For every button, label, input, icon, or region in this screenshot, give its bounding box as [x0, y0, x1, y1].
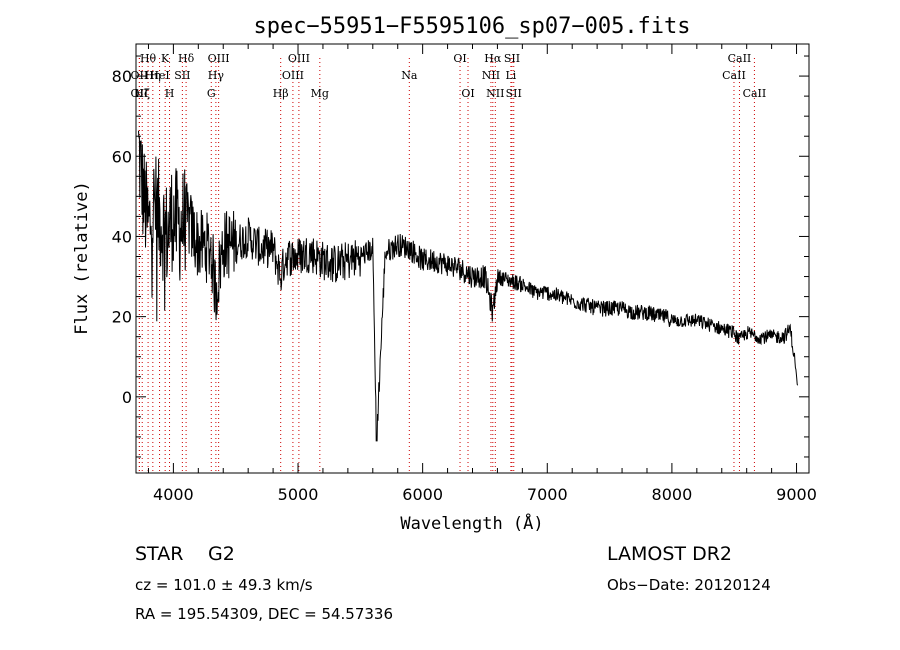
x-tick-label-9000: 9000 — [776, 485, 817, 504]
marker-label-12: G — [207, 87, 216, 100]
spectrum-series — [138, 130, 799, 442]
marker-label-11: Hγ — [208, 69, 225, 82]
survey-name: LAMOST DR2 — [607, 543, 732, 565]
y-tick-label-0: 0 — [122, 388, 132, 407]
y-tick-label-60: 60 — [112, 147, 132, 166]
marker-label-5: HeI — [149, 69, 169, 82]
marker-label-21: SII — [504, 52, 520, 65]
object-class: STAR — [135, 543, 184, 565]
x-tick-label-4000: 4000 — [153, 485, 194, 504]
x-tick-label-6000: 6000 — [402, 485, 443, 504]
marker-label-7: OII — [131, 87, 149, 100]
x-tick-label-5000: 5000 — [278, 485, 319, 504]
x-axis-label: Wavelength (Å) — [400, 512, 543, 534]
y-tick-label-20: 20 — [112, 308, 132, 327]
x-tick-label-7000: 7000 — [527, 485, 568, 504]
marker-label-22: NII — [482, 69, 500, 82]
marker-label-28: CaII — [743, 87, 767, 100]
y-axis-label: Flux (relative) — [72, 181, 92, 335]
marker-label-4: Hη — [145, 69, 161, 82]
marker-label-27: CaII — [722, 69, 746, 82]
marker-label-0: Hθ — [140, 52, 157, 65]
marker-label-19: OI — [461, 87, 474, 100]
obs-date: Obs−Date: 20120124 — [607, 576, 771, 594]
marker-label-24: NII — [486, 87, 504, 100]
marker-label-26: CaII — [728, 52, 752, 65]
coordinates-text: RA = 195.54309, DEC = 54.57336 — [135, 605, 394, 623]
spectrum-line — [138, 130, 799, 442]
marker-label-18: OI — [453, 52, 466, 65]
object-subclass: G2 — [208, 543, 235, 565]
marker-label-9: H — [165, 87, 175, 100]
axis-ticks: 4000 5000 6000 7000 8000 9000 0 20 40 60 80 — [112, 44, 817, 504]
marker-label-8: Hζ — [134, 87, 150, 100]
marker-label-17: Na — [401, 69, 418, 82]
marker-label-13: OIII — [288, 52, 310, 65]
marker-label-16: Mg — [311, 87, 329, 100]
marker-label-15: Hβ — [273, 87, 289, 100]
y-tick-label-40: 40 — [112, 227, 132, 246]
marker-label-1: K — [161, 52, 170, 65]
marker-label-14: OIII — [282, 69, 304, 82]
marker-label-25: SII — [506, 87, 522, 100]
y-tick-label-80: 80 — [112, 67, 132, 86]
redshift-text: cz = 101.0 ± 49.3 km/s — [135, 576, 313, 594]
marker-label-10: OIII — [208, 52, 230, 65]
marker-label-2: Hδ — [178, 52, 195, 65]
x-tick-label-8000: 8000 — [652, 485, 693, 504]
marker-label-6: SII — [174, 69, 190, 82]
marker-label-20: Hα — [484, 52, 502, 65]
marker-label-23: Li — [505, 69, 516, 82]
chart-title: spec−55951−F5595106_sp07−005.fits — [253, 14, 690, 39]
marker-label-3: OII — [131, 69, 149, 82]
